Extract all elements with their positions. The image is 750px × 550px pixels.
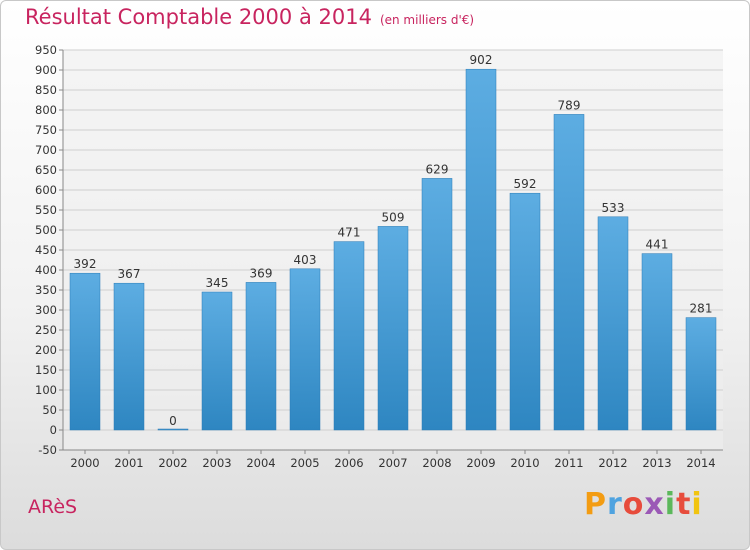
value-label: 592: [514, 177, 537, 191]
y-tick-label: 300: [35, 303, 57, 317]
y-tick-label: 750: [35, 123, 57, 137]
chart-title: Résultat Comptable 2000 à 2014 (en millie…: [25, 5, 474, 29]
y-tick-label: 500: [35, 223, 57, 237]
y-tick-label: 50: [42, 403, 57, 417]
value-label: 345: [206, 276, 229, 290]
value-label: 392: [74, 257, 97, 271]
y-tick-label: 350: [35, 283, 57, 297]
x-tick-label: 2010: [510, 456, 539, 470]
x-tick-label: 2013: [642, 456, 671, 470]
y-tick-label: 950: [35, 43, 57, 57]
y-tick-label: 0: [50, 423, 57, 437]
x-tick-label: 2004: [246, 456, 275, 470]
bar: [685, 317, 717, 431]
bar: [377, 226, 409, 431]
bar: [201, 291, 233, 431]
y-tick-label: 250: [35, 323, 57, 337]
proxiti-logo: Proxiti: [584, 487, 703, 522]
y-tick-label: 100: [35, 383, 57, 397]
logo-letter: i: [691, 487, 703, 522]
logo-letter: x: [644, 487, 665, 522]
value-label: 629: [426, 162, 449, 176]
x-tick-label: 2000: [70, 456, 99, 470]
value-label: 902: [470, 53, 493, 67]
bar: [69, 272, 101, 431]
value-label: 0: [169, 414, 177, 428]
x-tick-label: 2012: [598, 456, 627, 470]
y-tick-label: 550: [35, 203, 57, 217]
y-tick-label: 150: [35, 363, 57, 377]
x-tick-label: 2006: [334, 456, 363, 470]
y-tick-label: 450: [35, 243, 57, 257]
bar: [597, 216, 629, 431]
value-label: 471: [338, 226, 361, 240]
value-label: 367: [118, 267, 141, 281]
y-tick-label: 600: [35, 183, 57, 197]
logo-letter: o: [622, 487, 645, 522]
x-tick-label: 2009: [466, 456, 495, 470]
x-tick-label: 2014: [686, 456, 715, 470]
x-tick-label: 2002: [158, 456, 187, 470]
x-tick-label: 2005: [290, 456, 319, 470]
value-label: 533: [602, 201, 625, 215]
x-tick-label: 2008: [422, 456, 451, 470]
x-tick-label: 2011: [554, 456, 583, 470]
value-label: 281: [690, 302, 713, 316]
bar: [113, 282, 145, 431]
logo-letter: i: [664, 487, 677, 522]
y-tick-label: 700: [35, 143, 57, 157]
logo-letter: P: [584, 487, 607, 522]
bar: [157, 428, 189, 431]
title-unit: (en milliers d'€): [379, 13, 475, 27]
bar: [289, 268, 321, 431]
y-tick-label: 800: [35, 103, 57, 117]
bar: [421, 178, 453, 431]
bar: [245, 282, 277, 431]
bar: [509, 192, 541, 431]
x-tick-label: 2007: [378, 456, 407, 470]
bar: [553, 114, 585, 431]
value-label: 403: [294, 253, 317, 267]
y-tick-label: 400: [35, 263, 57, 277]
y-tick-label: 650: [35, 163, 57, 177]
title-text: Résultat Comptable 2000 à 2014: [25, 5, 372, 29]
x-tick-label: 2003: [202, 456, 231, 470]
bar: [465, 68, 497, 431]
bar: [333, 241, 365, 431]
value-label: 789: [558, 98, 581, 112]
y-tick-label: 200: [35, 343, 57, 357]
y-tick-label: 900: [35, 63, 57, 77]
bar: [641, 253, 673, 431]
commune-name: ARèS: [28, 496, 78, 518]
y-tick-label: 850: [35, 83, 57, 97]
value-label: 509: [382, 210, 405, 224]
x-tick-label: 2001: [114, 456, 143, 470]
logo-letter: t: [676, 487, 692, 522]
logo-letter: r: [607, 487, 623, 522]
value-label: 441: [646, 238, 669, 252]
y-tick-label: -50: [38, 443, 57, 457]
value-label: 369: [250, 266, 273, 280]
